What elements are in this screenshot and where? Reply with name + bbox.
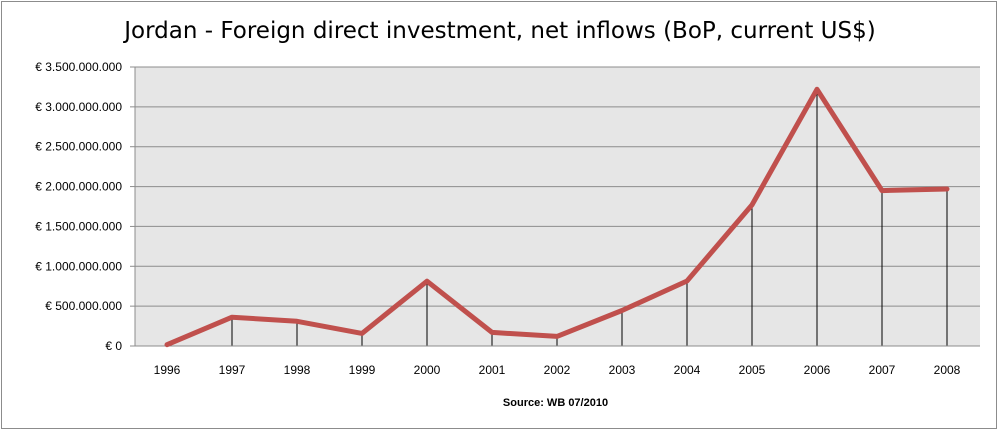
x-tick-label: 2002 <box>544 363 571 377</box>
x-tick-label: 1997 <box>219 363 246 377</box>
x-axis: 1996 1997 1998 1999 2000 2001 2002 2003 2004 2005… <box>135 345 980 377</box>
x-tick-label: 1996 <box>154 363 181 377</box>
y-axis: € 0 € 500.000.000 € 1.000.000.000 € 1.500.0… <box>35 60 136 353</box>
x-tick-label: 2000 <box>414 363 441 377</box>
x-tick-label: 2007 <box>869 363 896 377</box>
y-tick-label: € 2.000.000.000 <box>35 180 122 194</box>
x-tick-label: 2003 <box>609 363 636 377</box>
drop-lines <box>166 89 948 346</box>
source-note: Source: WB 07/2010 <box>503 397 608 409</box>
series-line <box>164 86 950 348</box>
x-tick-label: 2008 <box>934 363 961 377</box>
y-tick-label: € 2.500.000.000 <box>35 140 122 154</box>
y-tick-label: € 500.000.000 <box>45 299 122 313</box>
y-tick-label: € 3.500.000.000 <box>35 60 122 74</box>
grid-lines <box>135 66 980 347</box>
y-tick-label: € 0 <box>105 339 122 353</box>
x-tick-label: 2005 <box>739 363 766 377</box>
x-tick-label: 2006 <box>804 363 831 377</box>
y-tick-label: € 3.000.000.000 <box>35 100 122 114</box>
x-tick-label: 2001 <box>479 363 506 377</box>
x-tick-label: 1998 <box>284 363 311 377</box>
x-tick-label: 2004 <box>674 363 701 377</box>
y-tick-label: € 1.000.000.000 <box>35 259 122 273</box>
plot-area <box>135 67 980 346</box>
x-tick-label: 1999 <box>349 363 376 377</box>
chart-title: Jordan - Foreign direct investment, net … <box>124 18 876 44</box>
y-tick-label: € 1.500.000.000 <box>35 219 122 233</box>
